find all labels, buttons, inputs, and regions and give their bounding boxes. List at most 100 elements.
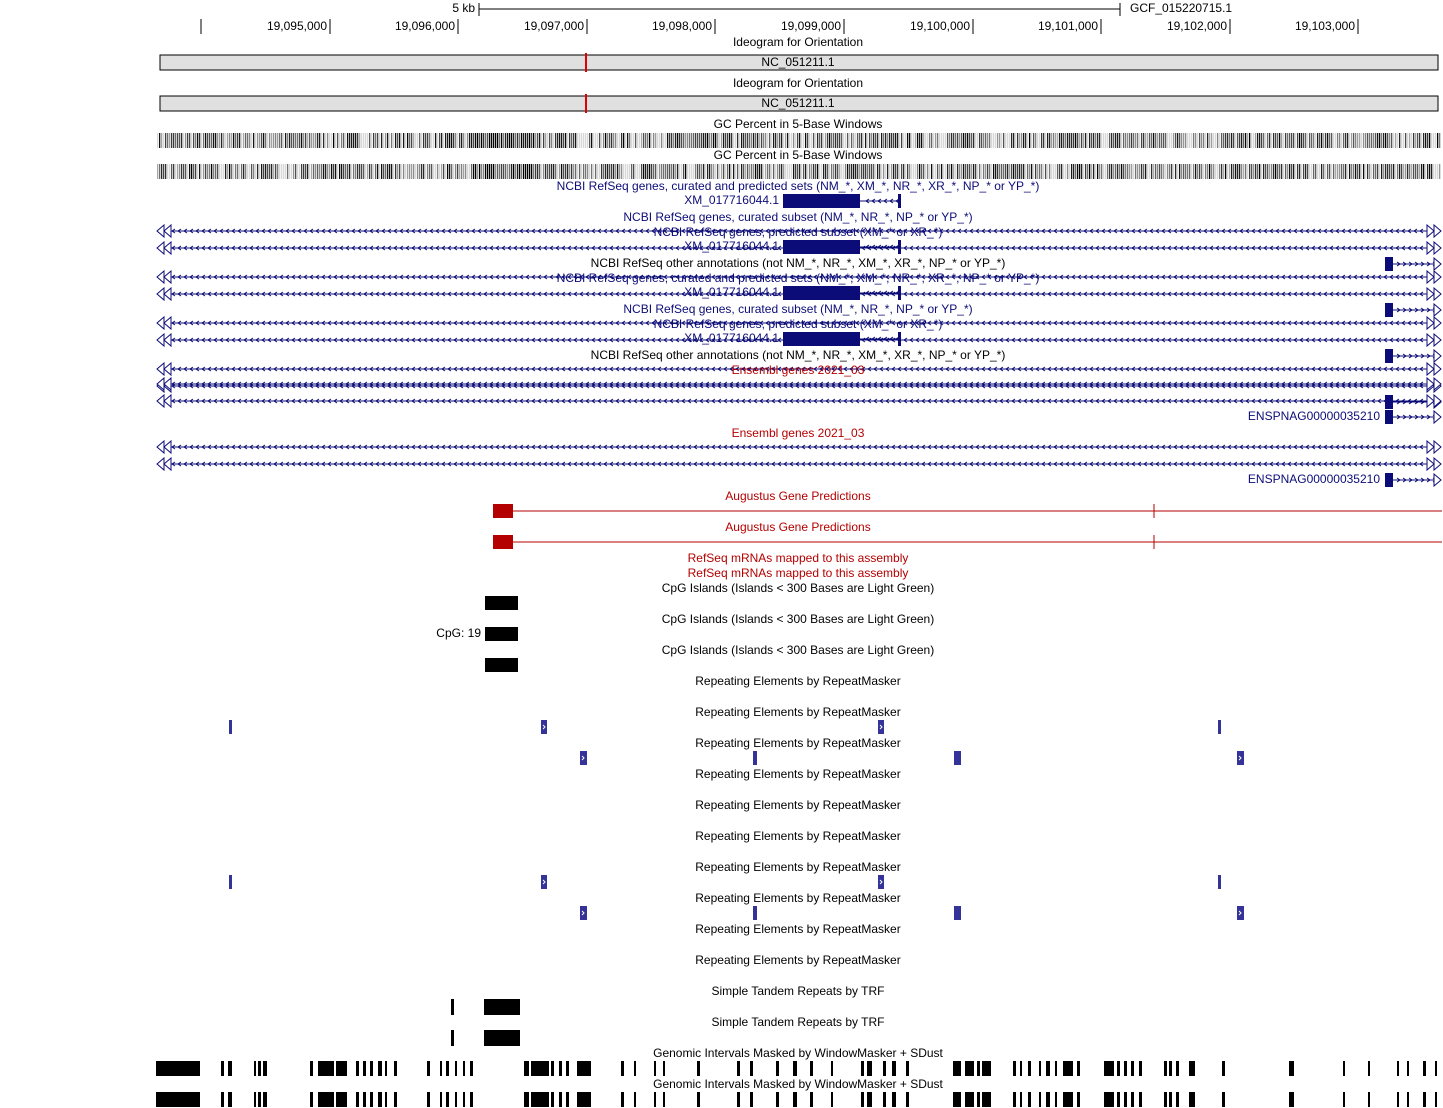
strand-arrow	[1293, 398, 1298, 404]
strand-arrow	[285, 366, 290, 372]
gc-bar	[903, 164, 905, 179]
strand-arrow	[1227, 337, 1232, 343]
strand-arrow	[813, 383, 818, 389]
gc-bar	[533, 164, 535, 179]
gc-bar	[1315, 133, 1317, 148]
masked-interval	[551, 1092, 554, 1107]
strand-arrow	[1335, 228, 1340, 234]
gc-bar	[873, 133, 875, 148]
strand-arrow	[915, 228, 920, 234]
strand-arrow	[1275, 366, 1280, 372]
strand-arrow	[795, 320, 800, 326]
gc-bar	[279, 133, 281, 148]
gc-bar	[1103, 133, 1105, 148]
gc-bar	[1373, 164, 1375, 179]
gc-bar	[967, 133, 969, 148]
gc-bar	[325, 133, 327, 148]
strand-arrow	[1335, 381, 1340, 387]
gc-bar	[843, 164, 845, 179]
gc-bar	[759, 133, 761, 148]
strand-arrow	[837, 383, 842, 389]
strand-arrow	[1113, 366, 1118, 372]
strand-arrow	[1389, 320, 1394, 326]
gc-bar	[1027, 164, 1029, 179]
gc-bar	[657, 164, 659, 179]
gc-bar	[725, 133, 727, 148]
strand-arrow	[542, 879, 546, 885]
strand-arrow	[909, 291, 914, 297]
repeat-element	[1218, 875, 1221, 889]
strand-arrow	[267, 444, 272, 450]
gc-bar	[907, 133, 909, 148]
strand-arrow	[1077, 366, 1082, 372]
strand-arrow	[687, 398, 692, 404]
gc-bar	[375, 164, 377, 179]
gc-bar	[309, 133, 311, 148]
gc-bar	[483, 133, 485, 148]
strand-arrow	[705, 444, 710, 450]
strand-arrow	[723, 228, 728, 234]
gc-bar	[1043, 164, 1045, 179]
strand-arrow	[357, 398, 362, 404]
gc-bar	[611, 133, 613, 148]
strand-arrow	[423, 381, 428, 387]
gc-bar	[335, 164, 337, 179]
gc-bar	[1119, 164, 1121, 179]
strand-arrow	[1413, 366, 1418, 372]
strand-arrow	[795, 366, 800, 372]
gc-bar	[1403, 133, 1405, 148]
strand-arrow	[237, 320, 242, 326]
strand-arrow	[993, 320, 998, 326]
strand-arrow	[1335, 461, 1340, 467]
strand-arrow	[1341, 320, 1346, 326]
gc-bar	[579, 133, 581, 148]
strand-arrow	[1065, 274, 1070, 280]
strand-arrow	[1005, 337, 1010, 343]
strand-arrow	[639, 245, 644, 251]
gc-bar	[1045, 164, 1047, 179]
strand-arrow	[789, 398, 794, 404]
strand-arrow	[1395, 461, 1400, 467]
strand-arrow	[357, 381, 362, 387]
strand-arrow	[861, 228, 866, 234]
masked-interval	[1397, 1061, 1399, 1076]
strand-arrow	[933, 245, 938, 251]
strand-arrow	[891, 444, 896, 450]
gc-bar	[371, 133, 373, 148]
strand-arrow	[969, 461, 974, 467]
strand-arrow	[435, 366, 440, 372]
gc-bar	[905, 133, 907, 148]
strand-arrow	[573, 320, 578, 326]
strand-arrow	[789, 383, 794, 389]
strand-arrow	[879, 366, 884, 372]
strand-arrow	[1029, 461, 1034, 467]
strand-arrow	[453, 320, 458, 326]
strand-arrow	[663, 291, 668, 297]
gc-bar	[1069, 164, 1071, 179]
strand-arrow	[639, 320, 644, 326]
strand-arrow	[1137, 366, 1142, 372]
gc-bar	[225, 133, 227, 148]
strand-arrow	[1059, 381, 1064, 387]
gc-bar	[1343, 133, 1345, 148]
gc-bar	[291, 133, 293, 148]
strand-arrow	[1377, 291, 1382, 297]
strand-arrow	[963, 461, 968, 467]
gc-bar	[1013, 164, 1015, 179]
gc-bar	[1147, 133, 1149, 148]
strand-arrow	[393, 274, 398, 280]
gc-bar	[1227, 164, 1229, 179]
strand-arrow	[1371, 274, 1376, 280]
strand-arrow	[705, 228, 710, 234]
gc-bar	[1017, 164, 1019, 179]
strand-arrow	[765, 228, 770, 234]
strand-arrow	[1143, 381, 1148, 387]
strand-arrow	[1293, 461, 1298, 467]
strand-arrow	[1245, 228, 1250, 234]
gc-bar	[661, 133, 663, 148]
strand-arrow	[1053, 228, 1058, 234]
strand-arrow	[531, 291, 536, 297]
strand-arrow	[447, 274, 452, 280]
strand-arrow	[255, 320, 260, 326]
gc-bar	[523, 164, 525, 179]
